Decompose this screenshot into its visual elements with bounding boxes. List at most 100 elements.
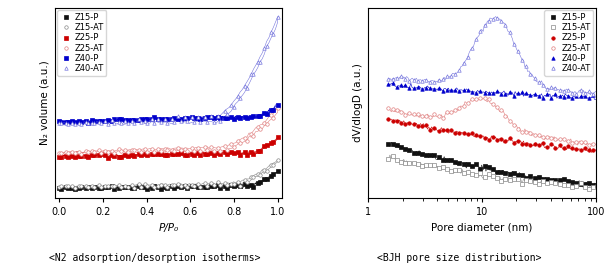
Z15-AT	[472, 173, 480, 176]
Legend: Z15-P, Z15-AT, Z25-P, Z25-AT, Z40-P, Z40-AT: Z15-P, Z15-AT, Z25-P, Z25-AT, Z40-P, Z40…	[57, 10, 106, 76]
Z40-AT	[506, 31, 513, 34]
Z15-P	[514, 174, 522, 177]
Z15-P	[423, 153, 430, 157]
Z40-P	[414, 86, 421, 89]
Z25-P	[514, 139, 522, 142]
Z40-AT	[539, 83, 547, 87]
Z40-AT	[544, 87, 551, 91]
Z40-AT	[493, 17, 500, 20]
Z40-AT	[254, 60, 261, 63]
Z25-AT	[552, 137, 559, 140]
Z40-P	[589, 94, 596, 97]
Z25-P	[523, 142, 530, 145]
Z15-P	[452, 161, 459, 164]
Z25-P	[443, 128, 451, 131]
Z25-AT	[389, 107, 396, 111]
Z25-AT	[460, 105, 468, 108]
Z25-P	[506, 136, 513, 139]
Z15-AT	[489, 174, 497, 177]
Z15-AT	[157, 184, 164, 187]
Z40-AT	[427, 80, 434, 83]
Z40-AT	[418, 79, 426, 82]
Z40-P	[439, 89, 446, 93]
Z40-P	[493, 90, 500, 93]
Z25-AT	[58, 151, 65, 154]
Z15-AT	[58, 184, 65, 187]
Z40-P	[514, 92, 522, 95]
Z40-AT	[556, 89, 563, 92]
Z40-AT	[510, 42, 517, 45]
Z40-P	[481, 91, 488, 94]
Z15-P	[472, 163, 480, 166]
Z40-P	[423, 86, 430, 89]
Z25-P	[477, 135, 484, 138]
Z15-AT	[519, 182, 526, 185]
Z40-AT	[443, 75, 451, 78]
Legend: Z15-P, Z15-AT, Z25-P, Z25-AT, Z40-P, Z40-AT: Z15-P, Z15-AT, Z25-P, Z25-AT, Z40-P, Z40…	[544, 10, 593, 76]
Z25-P	[439, 129, 446, 132]
Z25-AT	[234, 139, 241, 142]
Z15-AT	[577, 181, 584, 184]
Z40-P	[539, 96, 547, 100]
Line: Z25-P: Z25-P	[57, 135, 280, 159]
Z40-AT	[552, 86, 559, 89]
Z15-AT	[560, 183, 567, 187]
Z15-AT	[502, 177, 509, 180]
Z25-AT	[489, 102, 497, 105]
Z25-P	[234, 150, 241, 154]
Z40-AT	[581, 91, 589, 94]
Z25-AT	[589, 142, 596, 145]
Z40-P	[427, 87, 434, 90]
Text: <BJH pore size distribution>: <BJH pore size distribution>	[377, 253, 541, 263]
Z40-P	[560, 95, 567, 98]
Z40-P	[564, 94, 572, 97]
Z15-P	[55, 186, 63, 189]
Z15-AT	[589, 186, 596, 189]
Z40-AT	[423, 78, 430, 82]
Line: Z40-P: Z40-P	[387, 82, 595, 100]
Z40-AT	[527, 73, 534, 76]
Z15-AT	[431, 164, 438, 167]
Z25-P	[55, 155, 63, 158]
Line: Z40-P: Z40-P	[57, 103, 280, 124]
Z15-AT	[485, 173, 492, 176]
Z15-P	[398, 145, 405, 148]
Z40-AT	[531, 77, 538, 80]
Z40-AT	[71, 123, 78, 126]
Z25-P	[460, 132, 468, 135]
Z25-P	[535, 144, 542, 147]
Z15-P	[560, 177, 567, 181]
Z40-AT	[393, 76, 401, 79]
Z25-P	[481, 136, 488, 140]
Z40-AT	[410, 78, 417, 81]
Z25-AT	[535, 133, 542, 136]
Z15-AT	[456, 169, 463, 172]
Z15-AT	[131, 187, 138, 190]
Z25-P	[414, 124, 421, 127]
Z25-P	[568, 147, 576, 150]
Z40-AT	[398, 75, 405, 78]
Z40-AT	[89, 121, 96, 124]
Z40-AT	[586, 90, 593, 93]
Z25-AT	[519, 131, 526, 134]
Z25-AT	[89, 149, 96, 153]
Z40-P	[418, 87, 426, 90]
Z15-P	[497, 171, 505, 174]
Z25-AT	[414, 112, 421, 116]
Z40-AT	[414, 79, 421, 82]
Z40-P	[435, 86, 442, 89]
Z40-AT	[481, 23, 488, 26]
Z25-P	[489, 136, 497, 139]
Z40-AT	[548, 85, 555, 88]
Z15-P	[447, 159, 455, 162]
Z25-AT	[539, 135, 547, 139]
Z40-P	[527, 93, 534, 96]
Z40-P	[431, 87, 438, 91]
Z40-P	[485, 91, 492, 95]
Z40-AT	[519, 58, 526, 62]
Z25-AT	[464, 101, 471, 105]
Z15-P	[456, 161, 463, 164]
Z40-AT	[447, 74, 455, 77]
Z15-P	[389, 142, 396, 145]
Z40-AT	[108, 119, 116, 122]
